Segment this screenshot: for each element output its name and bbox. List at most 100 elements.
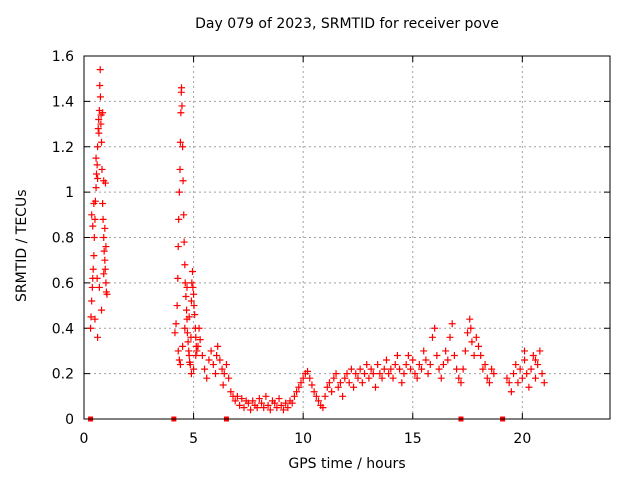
data-point: [483, 374, 491, 382]
data-point: [503, 374, 511, 382]
data-point: [457, 379, 465, 387]
data-point: [102, 243, 110, 251]
data-point: [238, 395, 246, 403]
data-point: [101, 179, 109, 187]
data-point: [201, 365, 209, 373]
data-point: [374, 361, 382, 369]
data-point: [212, 370, 219, 378]
data-point: [89, 265, 97, 273]
data-point: [192, 351, 200, 359]
data-point: [231, 397, 239, 405]
data-point: [100, 270, 108, 278]
data-point: [94, 175, 102, 183]
data-point: [92, 154, 100, 162]
data-point: [510, 370, 518, 378]
data-point: [295, 383, 303, 391]
data-point: [400, 370, 408, 378]
data-point: [175, 188, 183, 196]
data-point: [194, 342, 202, 350]
data-point: [323, 383, 331, 391]
data-point: [479, 365, 487, 373]
data-point: [424, 370, 432, 378]
data-point: [450, 351, 458, 359]
data-point: [101, 224, 109, 232]
data-point: [175, 356, 183, 364]
data-point: [187, 370, 195, 378]
data-point: [288, 399, 296, 407]
data-point: [266, 406, 274, 414]
data-point: [185, 351, 193, 359]
data-point: [422, 356, 430, 364]
data-point: [191, 311, 199, 319]
data-point: [455, 374, 463, 382]
data-point: [190, 302, 198, 310]
data-point: [398, 379, 406, 387]
data-point: [468, 338, 476, 346]
data-point: [96, 81, 104, 89]
data-point: [96, 66, 104, 74]
y-tick-label: 1: [65, 185, 74, 201]
data-point: [453, 365, 461, 373]
data-point: [233, 392, 241, 400]
data-point: [312, 392, 320, 400]
data-point: [485, 379, 493, 387]
data-point: [330, 374, 338, 382]
data-point: [214, 342, 222, 350]
data-point: [339, 392, 347, 400]
data-point: [345, 379, 353, 387]
data-point: [271, 399, 279, 407]
data-point: [216, 356, 224, 364]
data-point: [477, 351, 485, 359]
data-point: [90, 252, 98, 260]
data-point: [444, 356, 452, 364]
data-point: [481, 361, 489, 369]
data-point: [334, 383, 342, 391]
data-point: [94, 143, 102, 151]
data-points: [87, 66, 548, 414]
data-point: [273, 404, 281, 412]
data-point: [91, 315, 99, 323]
y-tick-label: 0.4: [52, 321, 74, 337]
data-point: [88, 297, 96, 305]
data-point: [518, 374, 526, 382]
data-point: [103, 290, 111, 298]
data-point: [538, 370, 546, 378]
data-point: [101, 265, 109, 273]
data-point: [299, 374, 307, 382]
data-point: [253, 404, 261, 412]
data-point: [332, 370, 340, 378]
x-axis-label: GPS time / hours: [288, 456, 406, 472]
data-point: [512, 361, 520, 369]
data-point: [181, 324, 189, 332]
data-point: [363, 361, 371, 369]
data-point: [391, 361, 399, 369]
data-point: [319, 404, 327, 412]
data-point: [255, 395, 263, 403]
plot-frame: [83, 55, 611, 420]
data-point: [219, 381, 227, 389]
data-point: [354, 374, 362, 382]
data-point: [91, 215, 99, 223]
data-point: [193, 347, 201, 355]
data-point: [87, 324, 95, 332]
data-point: [188, 279, 196, 287]
data-point: [179, 342, 187, 350]
data-point: [387, 365, 395, 373]
data-point: [356, 365, 364, 373]
data-point: [90, 199, 98, 207]
data-point: [183, 283, 191, 291]
data-point: [249, 397, 257, 405]
data-point: [369, 370, 377, 378]
grid-lines: [84, 56, 610, 419]
data-point: [534, 361, 542, 369]
data-point: [172, 320, 180, 328]
data-point: [275, 395, 283, 403]
data-point: [521, 356, 529, 364]
x-tick-label: 20: [513, 431, 531, 447]
data-point: [203, 374, 211, 382]
data-point: [99, 215, 107, 223]
data-point: [393, 351, 401, 359]
data-point: [464, 329, 472, 337]
data-point: [467, 324, 475, 332]
data-point: [173, 302, 181, 310]
